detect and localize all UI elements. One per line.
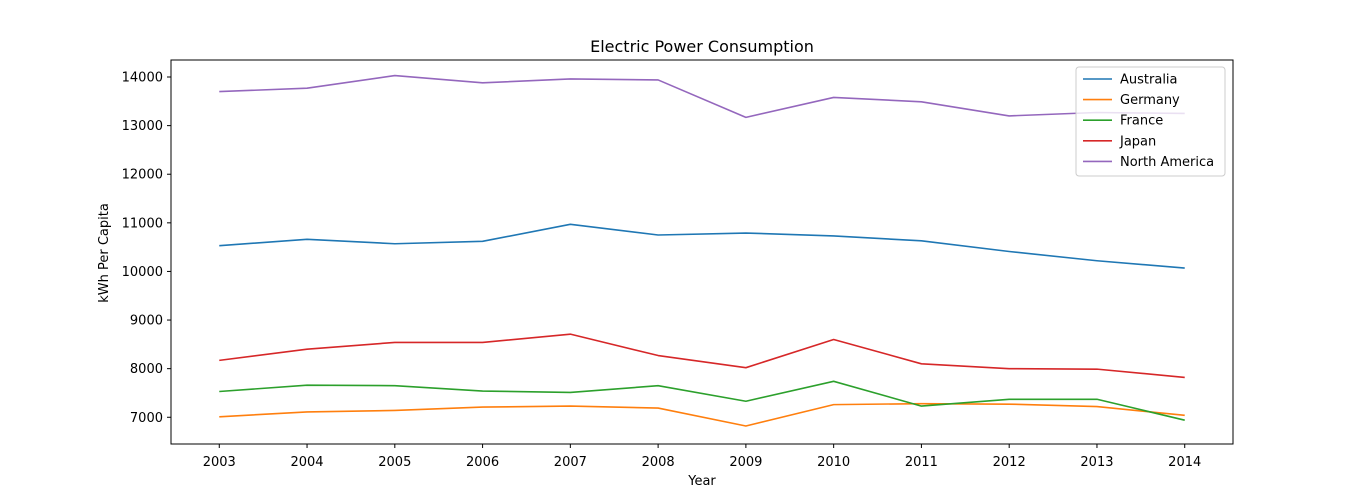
legend-label: Australia	[1120, 73, 1178, 88]
y-axis-label: kWh Per Capita	[97, 203, 112, 303]
series-line-germany	[219, 402, 1185, 427]
legend-label: North America	[1120, 155, 1214, 170]
y-tick-label: 10000	[122, 265, 163, 280]
legend-label: France	[1120, 114, 1163, 129]
plot-area	[170, 59, 1234, 445]
y-tick-label: 14000	[122, 71, 163, 86]
y-tick-label: 7000	[130, 411, 163, 426]
legend-label: Japan	[1119, 134, 1156, 149]
x-axis-label: Year	[687, 474, 716, 489]
x-tick-label: 2007	[554, 455, 587, 470]
x-tick-label: 2003	[203, 455, 236, 470]
y-axis: 7000 8000 9000 10000 11000 12000 13000 14000	[122, 71, 171, 426]
x-tick-label: 2012	[993, 455, 1026, 470]
series-line-france	[219, 380, 1185, 421]
x-tick-label: 2004	[290, 455, 323, 470]
series-line-north-america	[219, 74, 1185, 119]
legend-box	[1075, 66, 1226, 177]
x-tick-label: 2014	[1168, 455, 1201, 470]
series-line-japan	[219, 333, 1185, 379]
series-line-australia	[219, 223, 1185, 269]
y-tick-label: 12000	[122, 168, 163, 183]
x-tick-label: 2005	[378, 455, 411, 470]
x-tick-label: 2010	[817, 455, 850, 470]
plot-frame	[170, 59, 1234, 445]
x-axis: 2003 2004 2005 2006 2007 2008 2009 2010 2011 2012…	[203, 444, 1201, 470]
legend-label: Germany	[1120, 93, 1180, 108]
y-tick-label: 8000	[130, 362, 163, 377]
y-tick-label: 9000	[130, 314, 163, 329]
x-tick-label: 2011	[905, 455, 938, 470]
legend: Australia Germany France Japan North America	[1075, 66, 1226, 177]
y-tick-label: 13000	[122, 119, 163, 134]
x-tick-label: 2008	[642, 455, 675, 470]
y-tick-label: 11000	[122, 216, 163, 231]
x-tick-label: 2006	[466, 455, 499, 470]
x-tick-label: 2009	[729, 455, 762, 470]
x-tick-label: 2013	[1080, 455, 1113, 470]
chart-title: Electric Power Consumption	[590, 37, 814, 56]
